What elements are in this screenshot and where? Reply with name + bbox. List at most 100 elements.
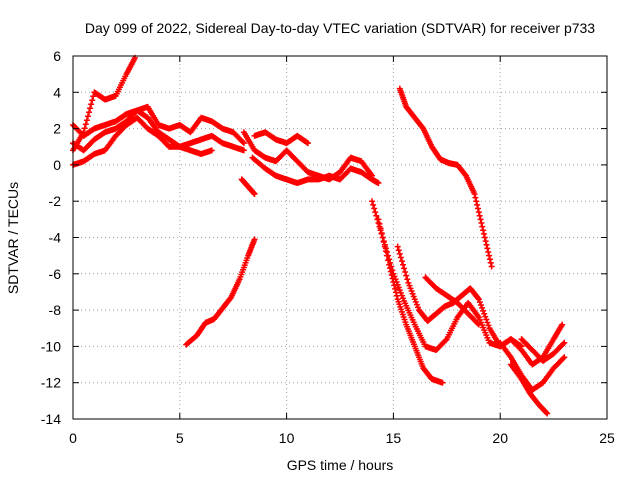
data-point	[87, 105, 94, 112]
data-point	[486, 256, 493, 263]
data-point	[475, 209, 482, 216]
data-point	[477, 216, 484, 223]
data-point	[486, 252, 493, 259]
data-point	[474, 201, 481, 208]
data-point	[402, 268, 409, 275]
series-track-9	[183, 236, 258, 348]
x-tick-label: 20	[492, 430, 508, 446]
data-point	[471, 190, 478, 197]
data-point	[387, 268, 394, 275]
data-point	[88, 101, 95, 108]
y-tick-label: -12	[41, 375, 61, 391]
data-point	[472, 194, 479, 201]
x-tick-label: 5	[176, 430, 184, 446]
data-point	[388, 272, 395, 279]
x-axis-label: GPS time / hours	[287, 457, 394, 473]
data-point	[381, 243, 388, 250]
data-point	[386, 261, 393, 268]
data-point	[392, 285, 399, 292]
data-point	[480, 227, 487, 234]
data-point	[488, 263, 495, 270]
data-point	[398, 258, 405, 265]
data-point	[396, 250, 403, 257]
data-point	[483, 241, 490, 248]
series-track-13	[394, 243, 566, 368]
y-tick-label: -14	[41, 411, 61, 427]
x-tick-label: 25	[599, 430, 615, 446]
data-point	[480, 230, 487, 237]
data-point	[390, 278, 397, 285]
data-point	[391, 282, 398, 289]
x-tick-label: 15	[386, 430, 402, 446]
data-point	[82, 121, 89, 128]
data-point	[487, 259, 494, 266]
y-tick-label: -4	[49, 230, 62, 246]
data-point	[251, 236, 258, 243]
series-track-6	[249, 154, 382, 187]
series-track-16	[507, 361, 551, 417]
y-tick-label: 6	[53, 48, 61, 64]
data-point	[476, 299, 483, 306]
data-point	[84, 113, 91, 120]
data-point	[404, 276, 411, 283]
data-point	[482, 313, 489, 320]
data-point	[376, 220, 383, 227]
data-point	[479, 223, 486, 230]
data-point	[240, 140, 247, 147]
y-tick-label: -6	[49, 266, 62, 282]
data-point	[395, 247, 402, 254]
series-track-4	[70, 107, 215, 158]
y-tick-label: 0	[53, 157, 61, 173]
data-point	[375, 180, 382, 187]
data-point	[475, 321, 482, 328]
data-point	[484, 319, 491, 326]
data-point	[480, 307, 487, 314]
data-point	[476, 212, 483, 219]
data-point	[81, 125, 88, 132]
data-point	[251, 190, 258, 197]
data-point	[400, 261, 407, 268]
data-point	[89, 97, 96, 104]
y-tick-label: 4	[53, 84, 61, 100]
data-point	[561, 354, 568, 361]
data-point	[394, 243, 401, 250]
data-point	[403, 272, 410, 279]
data-point	[442, 337, 449, 344]
y-tick-label: -2	[49, 193, 62, 209]
data-point	[544, 410, 551, 417]
series-track-8	[238, 176, 258, 197]
data-point	[560, 355, 567, 362]
data-point	[475, 296, 482, 303]
series-track-10	[396, 85, 495, 270]
data-point	[389, 275, 396, 282]
data-point	[239, 139, 246, 146]
data-point	[385, 257, 392, 264]
data-point	[485, 249, 492, 256]
data-point	[401, 265, 408, 272]
data-point	[392, 289, 399, 296]
y-tick-label: -8	[49, 302, 62, 318]
data-point	[543, 409, 550, 416]
data-point	[208, 147, 215, 154]
data-point	[240, 147, 247, 154]
data-points	[70, 54, 568, 417]
series-track-14	[422, 274, 482, 328]
data-point	[383, 252, 390, 259]
data-point	[483, 316, 490, 323]
data-point	[304, 140, 311, 147]
data-point	[83, 117, 90, 124]
data-point	[481, 234, 488, 241]
data-point	[372, 209, 379, 216]
data-point	[370, 201, 377, 208]
data-point	[478, 219, 485, 226]
data-point	[474, 205, 481, 212]
y-tick-label: -10	[41, 338, 61, 354]
data-point	[482, 238, 489, 245]
data-point	[474, 295, 481, 302]
data-point	[393, 292, 400, 299]
x-tick-label: 10	[279, 430, 295, 446]
data-point	[485, 322, 492, 329]
y-axis-label: SDTVAR / TECUs	[5, 182, 21, 294]
data-point	[479, 304, 486, 311]
